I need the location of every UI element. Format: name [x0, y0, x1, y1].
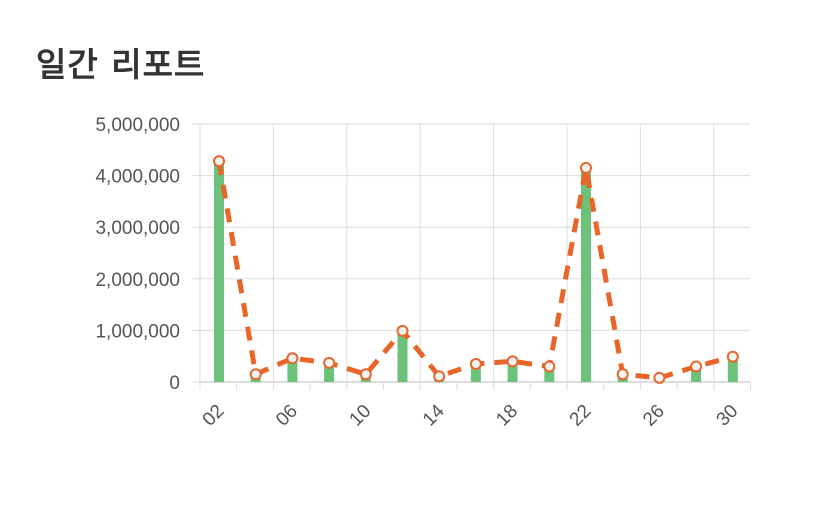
line-point	[286, 352, 299, 365]
chart-title: 일간 리포트	[36, 45, 206, 84]
y-tick-label: 2,000,000	[95, 270, 180, 291]
y-tick-label: 3,000,000	[95, 218, 180, 239]
line-point	[433, 370, 446, 383]
line-point	[580, 161, 592, 174]
line-point	[249, 368, 262, 381]
line-point	[690, 360, 703, 373]
bar	[507, 361, 518, 382]
line-point	[506, 355, 519, 368]
line-point	[469, 357, 482, 370]
bar	[727, 356, 738, 382]
x-tick-label: 18	[492, 401, 522, 431]
bar	[214, 161, 224, 382]
series-line	[216, 160, 734, 381]
x-tick-label: 06	[272, 401, 302, 431]
bar	[581, 167, 591, 382]
x-tick-label: 10	[346, 401, 376, 431]
x-axis-ticks: 02 06 10 14 18 22 26 30	[199, 400, 743, 430]
line-point	[323, 356, 336, 369]
line-point	[543, 360, 556, 373]
x-tick-label: 22	[566, 401, 596, 431]
y-tick-label: 5,000,000	[95, 115, 180, 136]
x-tick-label: 30	[713, 401, 743, 431]
bar	[691, 366, 702, 382]
line-markers	[213, 155, 739, 384]
grid-lines	[192, 123, 751, 390]
bar	[397, 330, 408, 382]
y-tick-label: 4,000,000	[95, 167, 180, 188]
bar	[544, 366, 555, 382]
x-tick-label: 14	[419, 400, 449, 430]
x-tick-label: 02	[199, 401, 229, 431]
y-tick-label: 0	[169, 373, 180, 394]
bar	[470, 363, 481, 382]
bar	[324, 362, 335, 382]
line-point	[726, 350, 739, 363]
line-series	[216, 160, 734, 381]
y-tick-label: 1,000,000	[95, 321, 180, 342]
bar	[287, 358, 298, 382]
x-tick-label: 26	[639, 401, 669, 431]
line-point	[213, 155, 225, 168]
line-point	[616, 368, 629, 381]
y-axis-ticks: 0 1,000,000 2,000,000 3,000,000 4,000,000 5,0…	[95, 115, 180, 394]
line-point	[396, 324, 409, 337]
line-point	[359, 368, 372, 381]
bar-series	[214, 161, 738, 382]
line-point	[653, 371, 666, 384]
